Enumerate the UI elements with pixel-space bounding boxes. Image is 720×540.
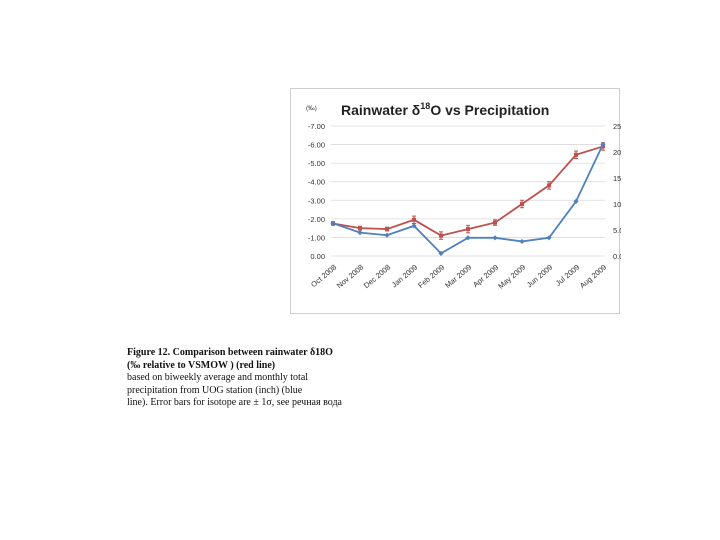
left-tick-label: -4.00 [308, 178, 325, 187]
right-tick-label: 5.00 [613, 226, 621, 235]
figure-caption: Figure 12. Comparison between rainwater … [127, 347, 427, 410]
data-point [438, 250, 444, 256]
data-point [384, 232, 390, 238]
data-point [385, 227, 389, 232]
chart-figure: Rainwater δ18O vs Precipitation (‰) 0.00… [290, 88, 621, 314]
data-point [411, 223, 417, 229]
caption-line-1: Figure 12. Comparison between rainwater … [127, 347, 333, 358]
data-point [600, 141, 606, 147]
data-point [465, 235, 471, 241]
left-axis-ticks: 0.00 -1.00 -2.00 -3.00 -4.00 -5.00 -6.00 -7.00 [308, 122, 325, 261]
caption-line-3: based on biweekly average and monthly to… [127, 372, 309, 383]
left-axis-unit-label: (‰) [306, 105, 317, 112]
data-point [439, 233, 443, 238]
left-tick-label: -2.00 [308, 215, 325, 224]
x-tick-label: Jan 2009 [390, 263, 419, 290]
left-tick-label: -3.00 [308, 196, 325, 205]
data-point [520, 202, 524, 206]
data-point [357, 230, 363, 236]
right-tick-label: 0.00 [613, 252, 621, 261]
x-tick-label: Feb 2009 [416, 263, 446, 290]
x-tick-label: Jul 2009 [554, 263, 582, 288]
x-tick-label: May 2009 [496, 263, 527, 291]
left-tick-label: 0.00 [310, 252, 325, 261]
right-axis-ticks: 0.00 5.00 10.00 15.00 20.00 25.00 [613, 122, 621, 261]
right-tick-label: 10.00 [613, 200, 621, 209]
x-tick-label: Aug 2009 [578, 263, 608, 291]
data-point [519, 238, 525, 245]
gridlines [331, 125, 605, 257]
data-point [573, 198, 579, 204]
left-tick-label: -5.00 [308, 159, 325, 168]
right-tick-label: 15.00 [613, 174, 621, 183]
data-point [547, 183, 551, 188]
series-layer [330, 141, 606, 256]
data-point [546, 235, 552, 241]
x-tick-label: Oct 2008 [309, 263, 338, 289]
caption-line-2: (‰ relative to VSMOW ) (red line) [127, 359, 276, 371]
chart-plot: Rainwater δ18O vs Precipitation (‰) 0.00… [306, 101, 621, 291]
x-tick-label: Jun 2009 [525, 263, 554, 290]
data-point [330, 220, 336, 226]
data-point [466, 227, 470, 232]
right-tick-label: 20.00 [613, 148, 621, 157]
x-tick-label: Nov 2008 [335, 263, 365, 291]
data-point [574, 152, 578, 157]
caption-line-5: line). Error bars for isotope are ± 1σ, … [127, 397, 342, 408]
left-tick-label: -6.00 [308, 141, 325, 150]
x-tick-label: Apr 2009 [471, 263, 500, 289]
data-point [492, 235, 498, 241]
x-tick-label: Mar 2009 [443, 263, 473, 290]
data-point [493, 220, 497, 225]
x-tick-label: Dec 2008 [362, 263, 392, 291]
data-point [358, 226, 362, 231]
left-tick-label: -1.00 [308, 233, 325, 242]
caption-line-4: precipitation from UOG station (inch) (b… [127, 384, 303, 396]
data-point [412, 217, 416, 222]
left-tick-label: -7.00 [308, 122, 325, 131]
right-tick-label: 25.00 [613, 122, 621, 131]
series-line-0 [332, 145, 604, 237]
chart-title: Rainwater δ18O vs Precipitation [341, 101, 549, 118]
